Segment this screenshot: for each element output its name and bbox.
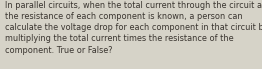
Text: In parallel circuits, when the total current through the circuit and
the resista: In parallel circuits, when the total cur… [5,1,262,55]
